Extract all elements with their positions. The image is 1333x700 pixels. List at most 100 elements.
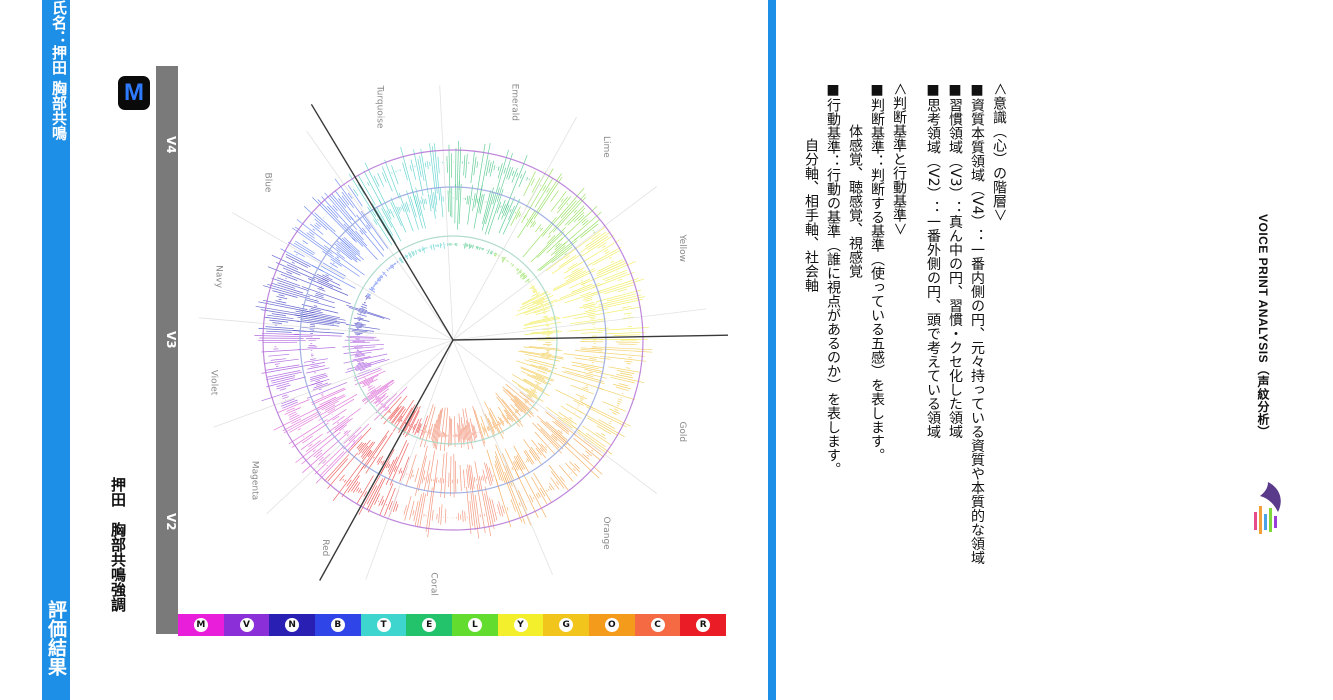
spectrum-spike — [382, 271, 388, 277]
spectrum-spike — [361, 379, 394, 401]
spectrum-spike — [474, 461, 481, 490]
spectrum-spike — [551, 253, 582, 275]
spectrum-spike — [491, 499, 498, 521]
spectrum-spike — [370, 389, 377, 394]
spectrum-spike — [379, 275, 383, 279]
spectrum-spike — [398, 467, 402, 474]
spectrum-spike — [516, 268, 519, 271]
spectrum-spike — [262, 299, 308, 310]
description-panel: ＜意識（心）の階層＞ ■資質本質領域（V4）：一番内側の円、元々持っている資質や… — [800, 82, 1010, 682]
spectrum-spike — [360, 490, 363, 494]
spectrum-spike — [310, 308, 321, 312]
spectrum-spike — [366, 224, 371, 230]
spectrum-spike — [282, 396, 289, 400]
spectrum-spike — [352, 356, 371, 361]
spectrum-spike — [392, 501, 398, 513]
spectrum-spike — [401, 204, 405, 212]
spectrum-spike — [431, 509, 434, 521]
spectrum-spike — [491, 421, 497, 430]
spectrum-spike — [271, 313, 286, 316]
spectrum-spike — [533, 307, 550, 314]
spectrum-spike — [595, 432, 607, 440]
spectrum-spike — [443, 407, 449, 452]
spectrum-spike — [537, 383, 539, 385]
spectrum-spike — [399, 257, 404, 263]
spectrum-spike — [391, 165, 399, 185]
spectrum-spike — [269, 319, 289, 323]
spectrum-spike — [356, 214, 385, 251]
spectrum-spike — [509, 208, 512, 213]
spectrum-spike — [585, 309, 596, 312]
spectrum-spike — [267, 266, 324, 289]
spectrum-spike — [419, 415, 429, 440]
spectrum-spike — [409, 252, 412, 257]
spectrum-spike — [582, 220, 589, 226]
spectrum-spike — [501, 414, 509, 424]
spectrum-spike — [473, 476, 476, 483]
spectrum-spike — [504, 477, 523, 523]
spectrum-spike — [265, 326, 294, 329]
spectrum-spike — [341, 237, 361, 255]
spectrum-spike — [574, 219, 600, 241]
spectrum-spike — [459, 465, 462, 492]
spectrum-spike — [310, 324, 315, 326]
spectrum-spike — [285, 253, 311, 268]
spectrum-spike — [581, 218, 587, 224]
spectrum-spike — [580, 291, 592, 297]
spectrum-spike — [267, 283, 311, 298]
spectrum-spike — [343, 237, 360, 253]
spectrum-spike — [584, 299, 592, 302]
spectrum-spike — [610, 260, 614, 263]
spectrum-spike — [497, 163, 503, 179]
spectrum-spike — [285, 256, 308, 268]
spectrum-spike — [504, 204, 510, 217]
spectrum-spike — [535, 447, 542, 456]
spectrum-spike — [362, 378, 374, 385]
spectrum-spike — [616, 370, 635, 374]
spectrum-spike — [472, 424, 477, 439]
spectrum-spike — [319, 286, 325, 290]
spectrum-spike — [555, 481, 560, 486]
spectrum-spike — [593, 231, 596, 234]
spectrum-spike — [317, 280, 334, 288]
spectrum-spike — [372, 286, 374, 288]
spectrum-spike — [276, 399, 310, 414]
spectrum-spike — [399, 456, 410, 482]
spectrum-spike — [315, 452, 322, 459]
spectrum-spike — [514, 411, 517, 414]
color-segment-letter: B — [330, 618, 345, 632]
spectrum-spike — [473, 425, 478, 438]
spectrum-spike — [556, 196, 572, 214]
spectrum-spike — [528, 358, 556, 366]
spectrum-spike — [345, 358, 390, 373]
spectrum-spike — [416, 423, 421, 434]
spectrum-spike — [300, 319, 335, 325]
spectrum-spike — [585, 406, 627, 428]
spectrum-spike — [385, 461, 390, 469]
spectrum-spike — [476, 161, 479, 168]
spectrum-spike — [456, 140, 459, 201]
spectrum-spike — [363, 301, 367, 304]
spectrum-spike — [547, 488, 550, 491]
spectrum-spike — [524, 359, 558, 370]
spectrum-spike — [367, 206, 393, 246]
spectrum-spike — [321, 395, 324, 397]
spectrum-spike — [332, 415, 345, 425]
spectrum-spike — [414, 249, 418, 255]
spectrum-spike — [437, 156, 440, 174]
spectrum-spike — [311, 378, 330, 386]
spectrum-spike — [597, 259, 623, 272]
spectrum-spike — [389, 442, 409, 486]
spectrum-spike — [560, 200, 577, 219]
sector-label: Yellow — [677, 233, 687, 262]
spectrum-spike — [521, 370, 551, 385]
spectrum-spike — [475, 246, 478, 249]
spectrum-spike — [327, 408, 336, 414]
spectrum-spike — [524, 398, 530, 403]
spectrum-spike — [360, 441, 374, 458]
sector-guide-line — [452, 116, 577, 341]
spectrum-spike — [552, 196, 587, 233]
spectrum-spike — [505, 466, 510, 474]
spectrum-spike — [272, 282, 304, 294]
spectrum-spike — [535, 224, 542, 233]
